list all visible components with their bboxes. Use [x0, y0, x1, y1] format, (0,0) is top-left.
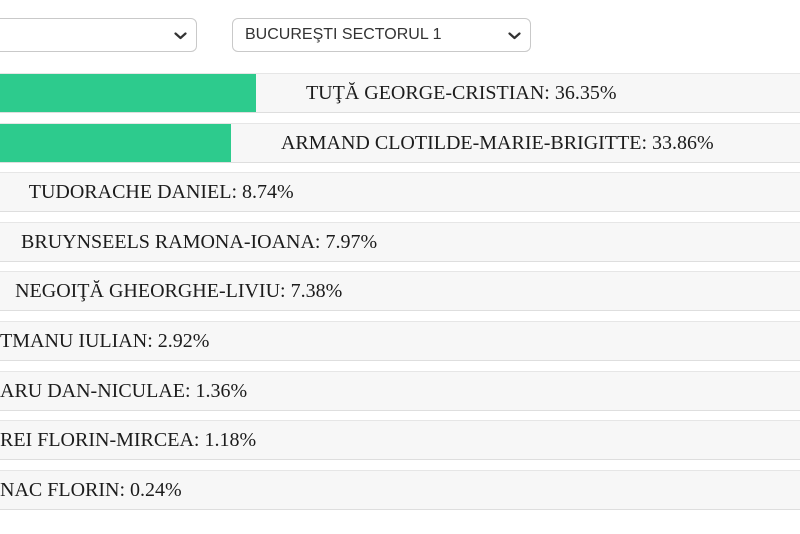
county-select[interactable] [0, 18, 197, 52]
bar-row: NAC FLORIN: 0.24% [0, 469, 800, 510]
locality-select-value: BUCUREŞTI SECTORUL 1 [245, 26, 442, 43]
bar-fill [0, 123, 231, 162]
locality-select[interactable]: BUCUREŞTI SECTORUL 1 [232, 18, 531, 52]
bar-label: TUŢĂ GEORGE-CRISTIAN: 36.35% [305, 82, 617, 104]
chevron-down-icon [174, 32, 187, 40]
bar-label: NAC FLORIN: 0.24% [0, 478, 182, 501]
bar-label: TUDORACHE DANIEL: 8.74% [28, 181, 294, 204]
bar-row: ARU DAN-NICULAE: 1.36% [0, 370, 800, 411]
bar-row: BRUYNSEELS RAMONA-IOANA: 7.97% [0, 221, 800, 262]
bar-row: ARMAND CLOTILDE-MARIE-BRIGITTE: 33.86% [0, 122, 800, 163]
selector-toolbar: BUCUREŞTI SECTORUL 1 [0, 18, 800, 52]
bar-row: TUDORACHE DANIEL: 8.74% [0, 172, 800, 213]
bar-label: NEGOIŢĂ GHEORGHE-LIVIU: 7.38% [15, 280, 343, 303]
bar-label: TMANU IULIAN: 2.92% [0, 329, 210, 352]
bar-row: TMANU IULIAN: 2.92% [0, 320, 800, 361]
bar-label: BRUYNSEELS RAMONA-IOANA: 7.97% [21, 230, 378, 253]
bar-label: REI FLORIN-MIRCEA: 1.18% [0, 429, 257, 452]
results-bar-chart: TUŢĂ GEORGE-CRISTIAN: 36.35% ARMAND CLOT… [0, 73, 800, 519]
bar-label: ARU DAN-NICULAE: 1.36% [0, 379, 248, 402]
bar-row: NEGOIŢĂ GHEORGHE-LIVIU: 7.38% [0, 271, 800, 312]
bar-label: ARMAND CLOTILDE-MARIE-BRIGITTE: 33.86% [280, 131, 714, 154]
bar-fill [0, 74, 256, 112]
bar-row: TUŢĂ GEORGE-CRISTIAN: 36.35% [0, 73, 800, 113]
bar-row: REI FLORIN-MIRCEA: 1.18% [0, 420, 800, 461]
